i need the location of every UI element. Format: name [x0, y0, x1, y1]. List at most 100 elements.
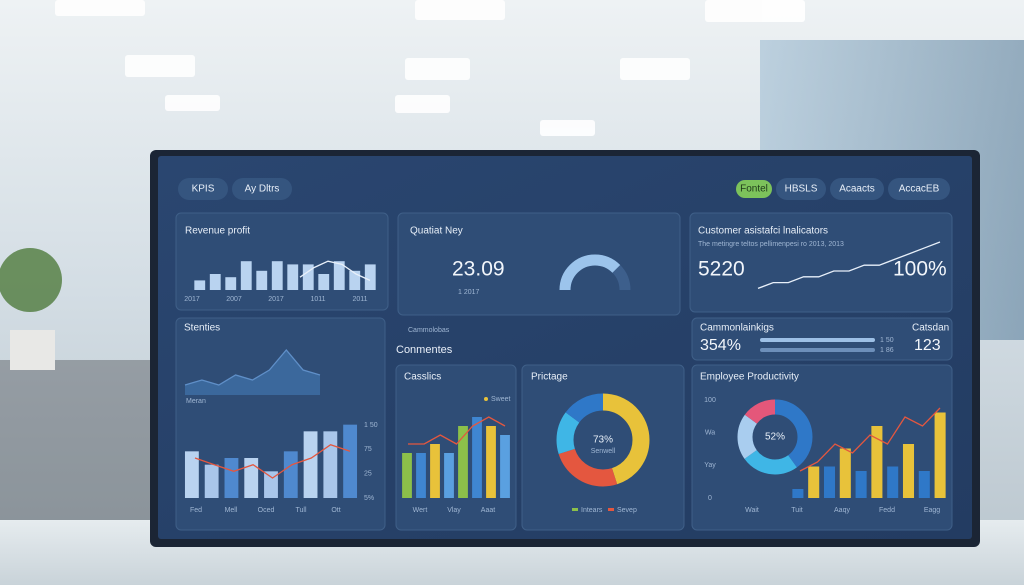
panel-title: Customer asistafci lnalicators: [698, 226, 828, 237]
bar: [302, 264, 314, 290]
bar: [224, 458, 239, 498]
panel-title: Catsdan: [912, 323, 949, 334]
bar: [303, 431, 318, 498]
button-label[interactable]: HBSLS: [785, 184, 818, 195]
donut-center: 52%: [765, 432, 785, 443]
bar: [934, 412, 946, 498]
kpi-note: 1 2017: [458, 289, 480, 296]
button-label[interactable]: Acaacts: [839, 184, 875, 195]
panel-title: Quatiat Ney: [410, 226, 463, 237]
legend-label: Sevep: [617, 507, 637, 514]
bar: [871, 426, 883, 498]
axis-label: 2017: [268, 296, 284, 303]
bar: [402, 453, 412, 498]
button[interactable]: [830, 178, 884, 200]
bar: [887, 466, 899, 498]
line: [799, 407, 941, 472]
axis-label: Wait: [745, 507, 759, 514]
kpi-value: 123: [914, 337, 941, 354]
legend-swatch: [484, 397, 488, 401]
bar: [244, 458, 259, 498]
plant: [0, 248, 62, 312]
bar: [204, 464, 219, 498]
axis-label: Oced: [258, 507, 275, 514]
legend-swatch: [572, 508, 578, 511]
axis-label: 2011: [352, 296, 367, 303]
panel: [689, 212, 953, 313]
axis-label: 1 50: [364, 422, 378, 429]
donut-segment: [556, 393, 650, 487]
tab-label[interactable]: Ay Dltrs: [245, 184, 280, 195]
bar: [918, 471, 930, 498]
bar: [839, 448, 851, 498]
axis-label: 100: [704, 397, 716, 404]
panel-title: Revenue profit: [185, 226, 250, 237]
donut-note: Senwell: [591, 448, 616, 455]
bar: [792, 489, 804, 498]
axis-label: Vlay: [447, 507, 461, 514]
section-hint: Cammolobas: [408, 327, 450, 334]
pot: [10, 330, 55, 370]
panel-title: Employee Productivity: [700, 372, 799, 383]
axis-label: Aaqy: [834, 507, 850, 514]
bar: [416, 453, 426, 498]
donut-center: 73%: [593, 435, 613, 446]
legend-label: Sweet: [491, 396, 511, 403]
button-label[interactable]: AccacEB: [899, 184, 940, 195]
bar: [486, 426, 496, 498]
bar: [194, 280, 206, 290]
axis-label: Aaat: [481, 507, 495, 514]
area-label: Meran: [186, 398, 206, 405]
line: [194, 443, 351, 479]
button[interactable]: [776, 178, 826, 200]
kpi-value: 100%: [893, 258, 947, 281]
bar: [472, 417, 482, 498]
donut-segment: [737, 399, 813, 475]
axis-label: 2007: [226, 296, 242, 303]
button[interactable]: [888, 178, 950, 200]
bar: [364, 264, 376, 290]
tab[interactable]: [232, 178, 292, 200]
button-label[interactable]: Fontel: [740, 184, 768, 195]
button[interactable]: [736, 180, 772, 198]
tab[interactable]: [178, 178, 228, 200]
line: [408, 416, 506, 445]
panel: [397, 212, 681, 316]
bar: [430, 444, 440, 498]
axis-label: Ott: [331, 507, 340, 514]
progress-bar: [760, 348, 875, 352]
bar: [855, 471, 867, 498]
donut-segment: [737, 399, 813, 475]
axis-label: Fedd: [879, 507, 895, 514]
progress-label: 1 86: [880, 347, 894, 354]
axis-label: Mell: [225, 507, 238, 514]
legend-swatch: [608, 508, 614, 511]
axis-label: Fed: [190, 507, 202, 514]
axis-label: Tull: [295, 507, 306, 514]
panel-title: Casslics: [404, 372, 441, 383]
donut-segment: [556, 393, 650, 487]
bar: [902, 444, 915, 498]
bar: [240, 261, 252, 290]
ceiling-lights: [55, 0, 805, 136]
panel-subtitle: The metingre teltos pellimenpesi ro 2013…: [698, 241, 844, 248]
line: [184, 348, 321, 386]
axis-label: Yay: [704, 462, 716, 469]
gauge-value: [559, 254, 631, 291]
tab-label[interactable]: KPIS: [192, 184, 215, 195]
kpi-value: 5220: [698, 258, 745, 281]
panel: [395, 364, 517, 531]
bar: [458, 426, 468, 498]
axis-label: 2017: [184, 296, 200, 303]
line: [299, 260, 371, 281]
bar: [343, 424, 358, 498]
bar: [283, 451, 298, 498]
legend-label: Intears: [581, 507, 603, 514]
axis-label: Tuit: [791, 507, 802, 514]
bar: [808, 466, 820, 498]
axis-label: Eagg: [924, 507, 940, 514]
panel: [521, 364, 685, 531]
donut-segment: [737, 399, 813, 475]
